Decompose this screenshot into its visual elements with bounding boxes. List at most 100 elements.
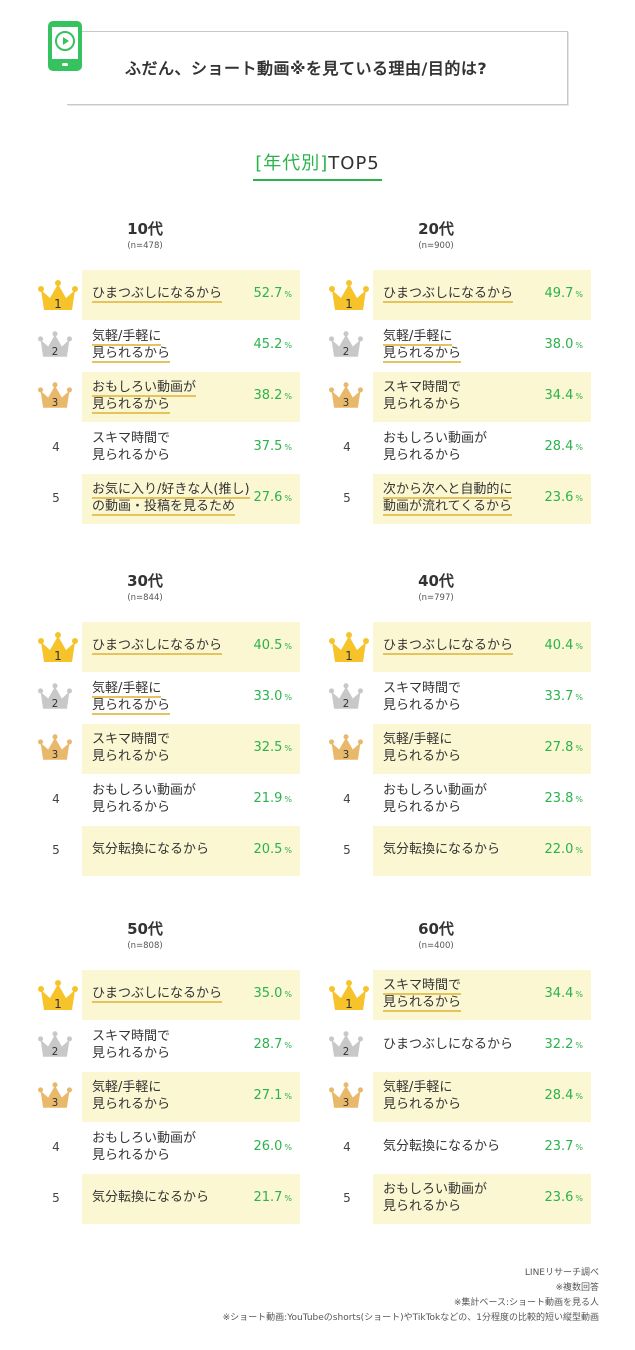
ranking-row: 3 気軽/手軽に 見られるから 28.4% [321, 1072, 611, 1122]
reason-cell: 気分転換になるから 21.7% [82, 1174, 300, 1224]
ranking-row: 2 スキマ時間で 見られるから 33.7% [321, 673, 611, 723]
percent-number: 32.5 [253, 740, 283, 755]
reason-label: 気軽/手軽に 見られるから [92, 1080, 171, 1112]
note-base: ※集計ベース:ショート動画を見る人 [453, 1298, 599, 1308]
percent-number: 34.4 [544, 986, 574, 1001]
gold-crown-icon: 1 [329, 630, 369, 664]
percent-value: 27.1% [253, 1088, 292, 1103]
silver-crown-icon: 2 [38, 1029, 74, 1063]
percent-number: 23.6 [544, 490, 574, 505]
reason-label: スキマ時間で 見られるから [92, 1029, 171, 1061]
reason-label: 次から次へと自動的に 動画が流れてくるから [383, 482, 513, 516]
gold-crown-icon: 1 [329, 978, 369, 1012]
ranking-rows: 1 ひまつぶしになるから 40.4% 2 スキマ時間で 見られるから 33.7% 3 気軽/手軽… [321, 622, 611, 877]
ranking-row: 2 スキマ時間で 見られるから 28.7% [30, 1021, 320, 1071]
percent-number: 21.9 [253, 791, 283, 806]
reason-cell: 気軽/手軽に 見られるから 45.2% [82, 321, 300, 371]
reason-cell: おもしろい動画が 見られるから 28.4% [373, 423, 591, 473]
percent-number: 40.4 [544, 638, 574, 653]
reason-cell: スキマ時間で 見られるから 32.5% [82, 724, 300, 774]
percent-value: 40.5% [253, 638, 292, 653]
bronze-crown-icon: 3 [329, 380, 365, 414]
percent-unit: % [284, 290, 292, 299]
ranking-row: 1 ひまつぶしになるから 52.7% [30, 270, 320, 320]
reason-label: 気軽/手軽に 見られるから [92, 681, 171, 715]
group-title: 50代 [127, 920, 163, 938]
percent-value: 32.2% [544, 1037, 583, 1052]
group-header: 30代 (n=844) [30, 570, 260, 603]
percent-unit: % [284, 642, 292, 651]
group-header: 10代 (n=478) [30, 218, 260, 251]
reason-cell: 次から次へと自動的に 動画が流れてくるから 23.6% [373, 474, 591, 524]
group-sample-size: (n=478) [127, 241, 163, 251]
group-title: 60代 [418, 920, 454, 938]
ranking-row: 1 スキマ時間で 見られるから 34.4% [321, 970, 611, 1020]
ranking-rows: 1 ひまつぶしになるから 35.0% 2 スキマ時間で 見られるから 28.7% 3 気軽/手軽… [30, 970, 320, 1225]
svg-text:1: 1 [345, 297, 353, 311]
percent-unit: % [575, 1041, 583, 1050]
reason-label: 気分転換になるから [383, 1139, 501, 1154]
rank-number: 4 [52, 440, 60, 454]
percent-number: 37.5 [253, 439, 283, 454]
ranking-row: 5 おもしろい動画が 見られるから 23.6% [321, 1174, 611, 1224]
percent-unit: % [575, 392, 583, 401]
rank-number: 5 [52, 491, 60, 505]
bronze-crown-icon: 3 [329, 732, 365, 766]
group-title: 40代 [418, 572, 454, 590]
reason-label: 気分転換になるから [92, 842, 210, 857]
percent-unit: % [575, 795, 583, 804]
group-sample-size: (n=808) [127, 941, 163, 951]
rank-number: 4 [52, 792, 60, 806]
reason-cell: 気軽/手軽に 見られるから 27.8% [373, 724, 591, 774]
percent-unit: % [284, 846, 292, 855]
percent-value: 38.2% [253, 388, 292, 403]
silver-crown-icon: 2 [329, 329, 365, 363]
percent-number: 27.1 [253, 1088, 283, 1103]
silver-crown-icon: 2 [329, 681, 365, 715]
percent-number: 38.2 [253, 388, 283, 403]
percent-number: 26.0 [253, 1139, 283, 1154]
percent-unit: % [284, 341, 292, 350]
group-header: 50代 (n=808) [30, 918, 260, 951]
reason-cell: おもしろい動画が 見られるから 21.9% [82, 775, 300, 825]
reason-label: ひまつぶしになるから [383, 286, 514, 303]
reason-label: スキマ時間で 見られるから [92, 732, 171, 764]
ranking-row: 4 おもしろい動画が 見られるから 23.8% [321, 775, 611, 825]
svg-text:1: 1 [345, 997, 353, 1011]
percent-unit: % [284, 990, 292, 999]
percent-value: 21.7% [253, 1190, 292, 1205]
percent-unit: % [284, 1143, 292, 1152]
bronze-crown-icon: 3 [38, 732, 74, 766]
percent-value: 49.7% [544, 286, 583, 301]
svg-text:1: 1 [54, 297, 62, 311]
percent-value: 33.7% [544, 689, 583, 704]
gold-crown-icon: 1 [38, 278, 78, 312]
percent-value: 22.0% [544, 842, 583, 857]
svg-text:2: 2 [52, 347, 58, 358]
percent-number: 28.7 [253, 1037, 283, 1052]
percent-unit: % [575, 642, 583, 651]
reason-label: ひまつぶしになるから [383, 1037, 514, 1052]
percent-unit: % [575, 341, 583, 350]
reason-label: スキマ時間で 見られるから [383, 681, 462, 713]
ranking-rows: 1 スキマ時間で 見られるから 34.4% 2 ひまつぶしになるから 32.2% 3 気軽/手軽… [321, 970, 611, 1225]
reason-label: 気分転換になるから [383, 842, 501, 857]
percent-value: 23.8% [544, 791, 583, 806]
svg-text:2: 2 [343, 699, 349, 710]
ranking-row: 2 ひまつぶしになるから 32.2% [321, 1021, 611, 1071]
section-title: [年代別]TOP5 [0, 149, 635, 181]
section-bracket-title: [年代別] [255, 153, 329, 174]
percent-value: 23.6% [544, 1190, 583, 1205]
percent-unit: % [575, 494, 583, 503]
bronze-crown-icon: 3 [38, 380, 74, 414]
reason-label: お気に入り/好きな人(推し) の動画・投稿を見るため [92, 482, 250, 516]
percent-value: 38.0% [544, 337, 583, 352]
reason-label: ひまつぶしになるから [92, 286, 223, 303]
reason-cell: ひまつぶしになるから 52.7% [82, 270, 300, 320]
percent-unit: % [575, 846, 583, 855]
percent-number: 23.6 [544, 1190, 574, 1205]
percent-number: 28.4 [544, 1088, 574, 1103]
percent-value: 35.0% [253, 986, 292, 1001]
reason-label: スキマ時間で 見られるから [92, 431, 171, 463]
ranking-row: 5 次から次へと自動的に 動画が流れてくるから 23.6% [321, 474, 611, 524]
